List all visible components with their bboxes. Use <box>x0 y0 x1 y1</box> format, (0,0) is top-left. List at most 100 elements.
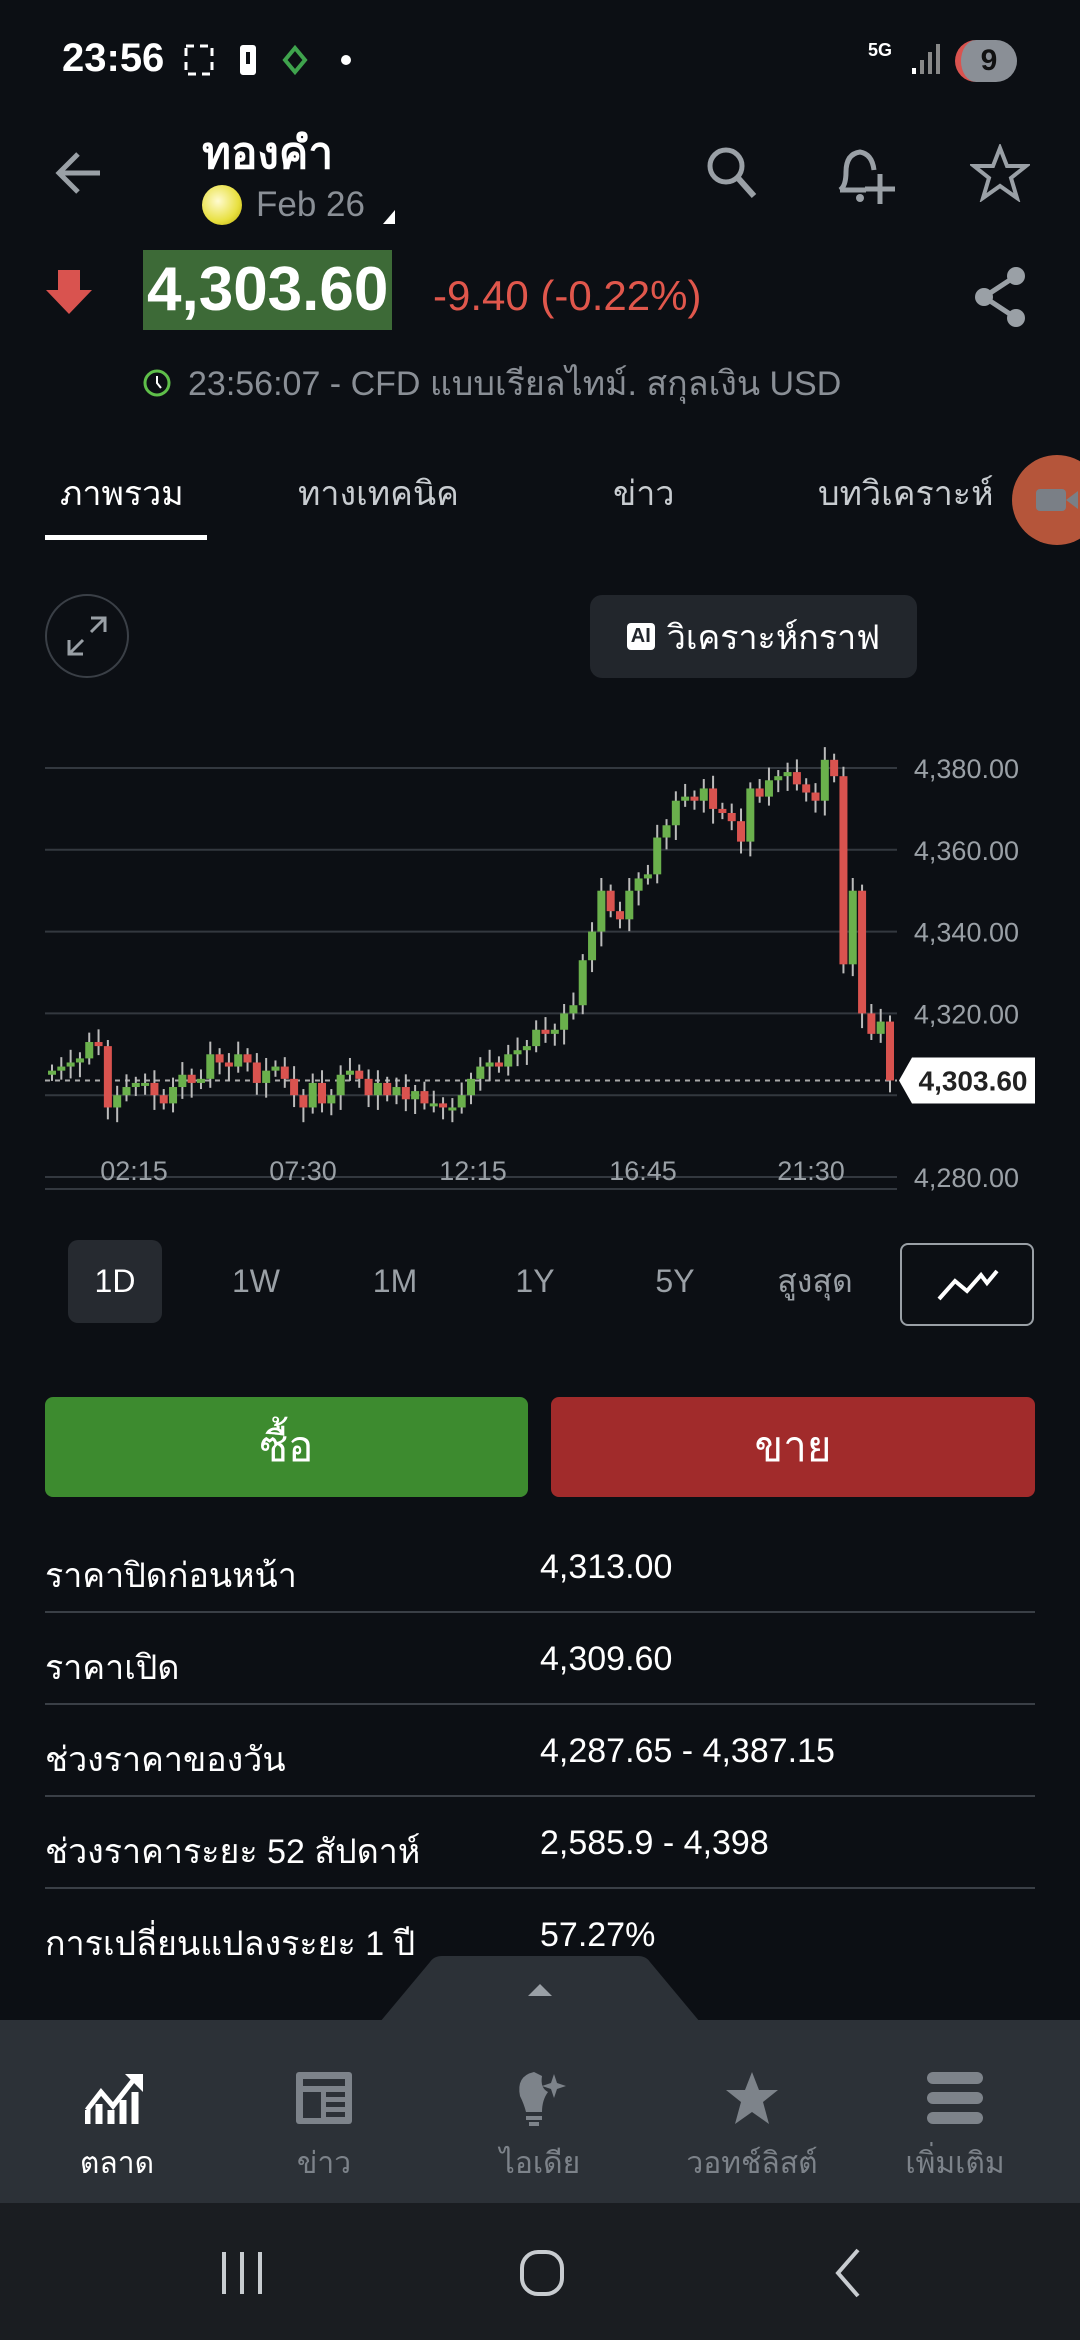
period-1w[interactable]: 1W <box>232 1263 280 1299</box>
candle-body <box>401 1087 410 1100</box>
stat-label-day-range: ช่วงราคาของวัน <box>45 1741 286 1779</box>
share-icon[interactable] <box>972 266 1028 328</box>
candle-body <box>345 1070 354 1075</box>
nav-label: ข่าว <box>296 2147 352 2180</box>
candle-body <box>159 1095 168 1104</box>
stat-label-52w-range: ช่วงราคาระยะ 52 สัปดาห์ <box>45 1833 421 1871</box>
idea-bulb-icon <box>519 2072 566 2126</box>
x-tick-label: 07:30 <box>269 1156 337 1186</box>
caret-up-icon <box>528 1984 552 1996</box>
candle-body <box>494 1062 503 1067</box>
nav-label: ตลาด <box>79 2147 155 2180</box>
recent-apps-icon[interactable] <box>218 2250 268 2296</box>
x-tick-label: 21:30 <box>777 1156 845 1186</box>
price-change: -9.40 (-0.22%) <box>433 272 702 319</box>
candle-body <box>643 874 652 879</box>
sell-button[interactable]: ขาย <box>551 1397 1035 1497</box>
nav-watchlist[interactable]: วอทช์ลิสต์ <box>652 2070 852 2187</box>
nav-markets[interactable]: ตลาด <box>17 2070 217 2187</box>
candle-body <box>541 1029 550 1034</box>
candle-body <box>746 788 755 842</box>
period-1y[interactable]: 1Y <box>515 1263 555 1299</box>
candle-body <box>420 1091 429 1104</box>
candle-body <box>364 1078 373 1096</box>
y-tick-label: 4,320.00 <box>914 999 1019 1029</box>
candle-body <box>196 1078 205 1083</box>
chart-up-icon <box>85 2074 143 2124</box>
tab-news[interactable]: ข่าว <box>613 475 675 513</box>
nav-label: ไอเดีย <box>499 2147 581 2180</box>
nav-ideas[interactable]: ไอเดีย <box>440 2070 640 2187</box>
status-time: 23:56 <box>62 36 165 80</box>
candle-body <box>606 890 615 912</box>
candle-body <box>550 1029 559 1034</box>
candle-body <box>774 776 783 781</box>
back-icon[interactable] <box>830 2248 866 2298</box>
candle-body <box>681 796 690 801</box>
candle-body <box>848 890 857 965</box>
expand-chart-button[interactable] <box>45 594 129 678</box>
candle-body <box>411 1091 420 1100</box>
candle-body <box>532 1029 541 1047</box>
candle-body <box>709 788 718 809</box>
chart-type-button[interactable] <box>900 1243 1034 1326</box>
period-1m[interactable]: 1M <box>372 1263 418 1299</box>
stat-value-open: 4,309.60 <box>540 1640 673 1678</box>
period-5y[interactable]: 5Y <box>655 1263 695 1299</box>
candle-body <box>504 1054 513 1067</box>
tab-analysis[interactable]: บทวิเคราะห์ <box>818 475 994 513</box>
period-max[interactable]: สูงสุด <box>777 1263 853 1299</box>
signal-icon <box>912 44 940 74</box>
line-chart-icon <box>937 1269 999 1300</box>
candle-body <box>811 792 820 801</box>
search-icon[interactable] <box>702 142 762 202</box>
ai-analyze-chart-button[interactable]: AI วิเคราะห์กราฟ <box>590 595 917 678</box>
candle-body <box>513 1050 522 1055</box>
candle-body <box>699 788 708 801</box>
price-chart[interactable]: 4,380.00 4,360.00 4,340.00 4,320.00 4,280.00… <box>0 700 1080 1220</box>
candle-body <box>886 1021 894 1081</box>
candle-body <box>597 890 606 932</box>
divider <box>45 1703 1035 1705</box>
candle-body <box>858 890 867 1014</box>
candle-body <box>615 911 624 920</box>
tab-overview[interactable]: ภาพรวม <box>60 475 184 513</box>
candle-body <box>383 1082 392 1096</box>
candle-body <box>727 812 736 822</box>
home-icon[interactable] <box>518 2248 568 2298</box>
expand-sheet-handle[interactable] <box>380 1956 700 2022</box>
tab-technical[interactable]: ทางเทคนิค <box>298 475 459 513</box>
candle-body <box>839 776 848 965</box>
candle-body <box>560 1013 569 1030</box>
period-1d[interactable]: 1D <box>68 1240 162 1323</box>
nav-more[interactable]: เพิ่มเติม <box>855 2070 1055 2187</box>
candle-body <box>299 1095 308 1108</box>
nav-news[interactable]: ข่าว <box>224 2070 424 2187</box>
floating-video-button[interactable] <box>1012 455 1080 545</box>
candle-body <box>755 788 764 797</box>
star-icon[interactable] <box>970 144 1030 202</box>
candle-body <box>290 1078 299 1096</box>
stat-label-prev-close: ราคาปิดก่อนหน้า <box>45 1557 297 1595</box>
stat-value-1y-change: 57.27% <box>540 1916 656 1954</box>
video-camera-icon <box>1036 489 1078 511</box>
candle-body <box>215 1054 224 1063</box>
divider <box>45 1887 1035 1889</box>
candle-body <box>150 1082 159 1096</box>
contract-selector[interactable]: Feb 26 <box>202 180 399 230</box>
stat-value-day-range: 4,287.65 - 4,387.15 <box>540 1732 835 1770</box>
gold-coin-icon <box>202 185 242 225</box>
candle-body <box>830 759 839 777</box>
network-type: 5G <box>868 40 893 60</box>
dropdown-corner-icon <box>382 210 395 224</box>
back-arrow-icon[interactable] <box>52 146 106 200</box>
candle-body <box>373 1082 382 1096</box>
add-alert-icon[interactable] <box>832 142 898 208</box>
timestamp-text: 23:56:07 - CFD แบบเรียลไทม์. สกุลเงิน US… <box>188 365 842 403</box>
candle-body <box>206 1054 215 1079</box>
candle-body <box>485 1062 494 1067</box>
candle-body <box>66 1062 75 1067</box>
buy-button[interactable]: ซื้อ <box>45 1397 528 1497</box>
candle-body <box>783 772 792 777</box>
news-icon <box>296 2072 352 2124</box>
